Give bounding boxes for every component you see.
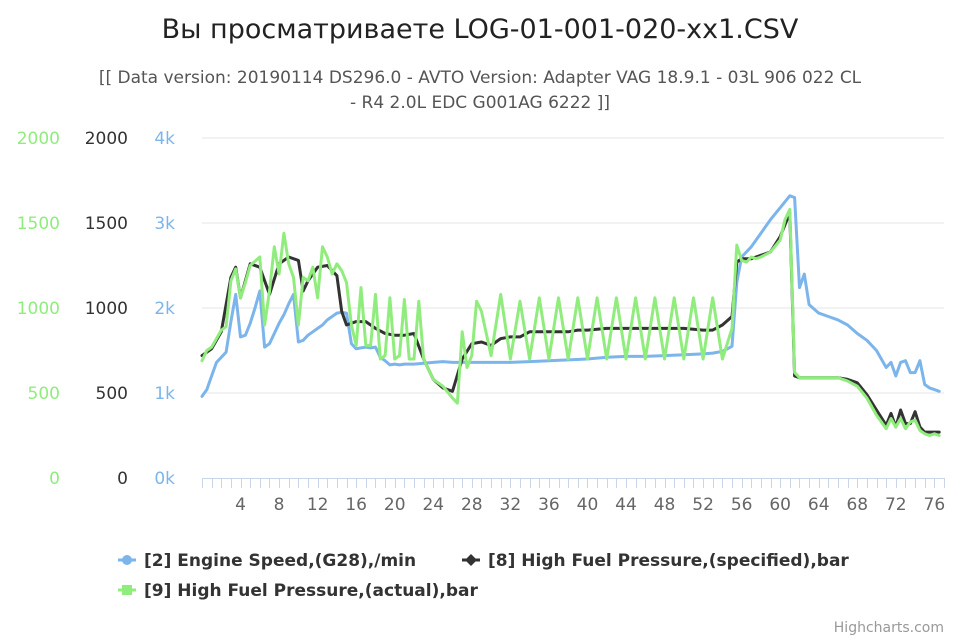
legend-label: [2] Engine Speed,(G28),/min bbox=[144, 551, 416, 571]
x-tick-label: 16 bbox=[345, 495, 367, 515]
x-tick-label: 12 bbox=[307, 495, 329, 515]
legend-marker-square bbox=[122, 585, 132, 595]
x-tick-label: 8 bbox=[274, 495, 285, 515]
legend-label: [8] High Fuel Pressure,(specified),bar bbox=[488, 551, 849, 571]
x-tick-label: 60 bbox=[769, 495, 791, 515]
x-tick-label: 40 bbox=[577, 495, 599, 515]
y-tick-label: 500 bbox=[28, 384, 60, 404]
y-tick-label: 0k bbox=[154, 469, 175, 489]
series-line-1 bbox=[200, 194, 941, 398]
series-line-2 bbox=[200, 211, 941, 434]
grid bbox=[202, 137, 944, 394]
engine-speed-axis: 0k 1k 2k 3k 4k bbox=[154, 129, 175, 489]
y-tick-label: 2000 bbox=[17, 129, 60, 149]
legend-item-1[interactable]: [2] Engine Speed,(G28),/min bbox=[118, 551, 416, 571]
x-tick-label: 44 bbox=[615, 495, 637, 515]
specified-pressure-axis: 0 500 1000 1500 2000 bbox=[85, 129, 128, 489]
x-tick-label: 64 bbox=[808, 495, 830, 515]
x-tick-label: 36 bbox=[538, 495, 560, 515]
chart-title: Вы просматриваете LOG-01-001-020-xx1.CSV bbox=[162, 14, 799, 45]
y-tick-label: 0 bbox=[117, 469, 128, 489]
y-tick-label: 2k bbox=[154, 299, 175, 319]
legend-item-3[interactable]: [9] High Fuel Pressure,(actual),bar bbox=[118, 581, 478, 601]
y-tick-label: 4k bbox=[154, 129, 175, 149]
y-tick-label: 0 bbox=[49, 469, 60, 489]
x-tick-label: 56 bbox=[731, 495, 753, 515]
y-tick-label: 1k bbox=[154, 384, 175, 404]
legend-item-2[interactable]: [8] High Fuel Pressure,(specified),bar bbox=[462, 551, 849, 571]
legend: [2] Engine Speed,(G28),/min [8] High Fuel… bbox=[118, 551, 849, 601]
x-tick-label: 72 bbox=[885, 495, 907, 515]
x-tick-label: 24 bbox=[422, 495, 444, 515]
actual-pressure-axis: 0 500 1000 1500 2000 bbox=[17, 129, 60, 489]
y-tick-label: 1000 bbox=[17, 299, 60, 319]
x-tick-label: 32 bbox=[500, 495, 522, 515]
chart-subtitle-line-1: [[ Data version: 20190114 DS296.0 - AVTO… bbox=[99, 68, 862, 88]
y-tick-label: 2000 bbox=[85, 129, 128, 149]
y-axes: 0 500 1000 1500 2000 0 500 1000 1500 2000 0k 1k 2k 3k… bbox=[17, 129, 175, 489]
x-tick-label: 68 bbox=[846, 495, 868, 515]
x-tick-label: 76 bbox=[924, 495, 946, 515]
series-line-3 bbox=[200, 207, 941, 437]
legend-label: [9] High Fuel Pressure,(actual),bar bbox=[144, 581, 478, 601]
x-tick-label: 4 bbox=[235, 495, 246, 515]
y-tick-label: 1500 bbox=[17, 214, 60, 234]
legend-marker-diamond bbox=[465, 554, 477, 566]
legend-marker-circle bbox=[122, 555, 132, 565]
y-tick-label: 1000 bbox=[85, 299, 128, 319]
credits-link[interactable]: Highcharts.com bbox=[834, 620, 944, 636]
x-tick-label: 48 bbox=[654, 495, 676, 515]
x-tick-label: 52 bbox=[692, 495, 714, 515]
x-tick-label: 20 bbox=[384, 495, 406, 515]
y-tick-label: 3k bbox=[154, 214, 175, 234]
y-tick-label: 1500 bbox=[85, 214, 128, 234]
x-axis: 4 8 12 16 20 24 28 32 36 40 44 48 52 56 60 64 68 72 76 bbox=[202, 478, 945, 515]
y-tick-label: 500 bbox=[96, 384, 128, 404]
chart-subtitle-line-2: - R4 2.0L EDC G001AG 6222 ]] bbox=[350, 93, 610, 113]
x-tick-label: 28 bbox=[461, 495, 483, 515]
series-group bbox=[200, 194, 941, 437]
